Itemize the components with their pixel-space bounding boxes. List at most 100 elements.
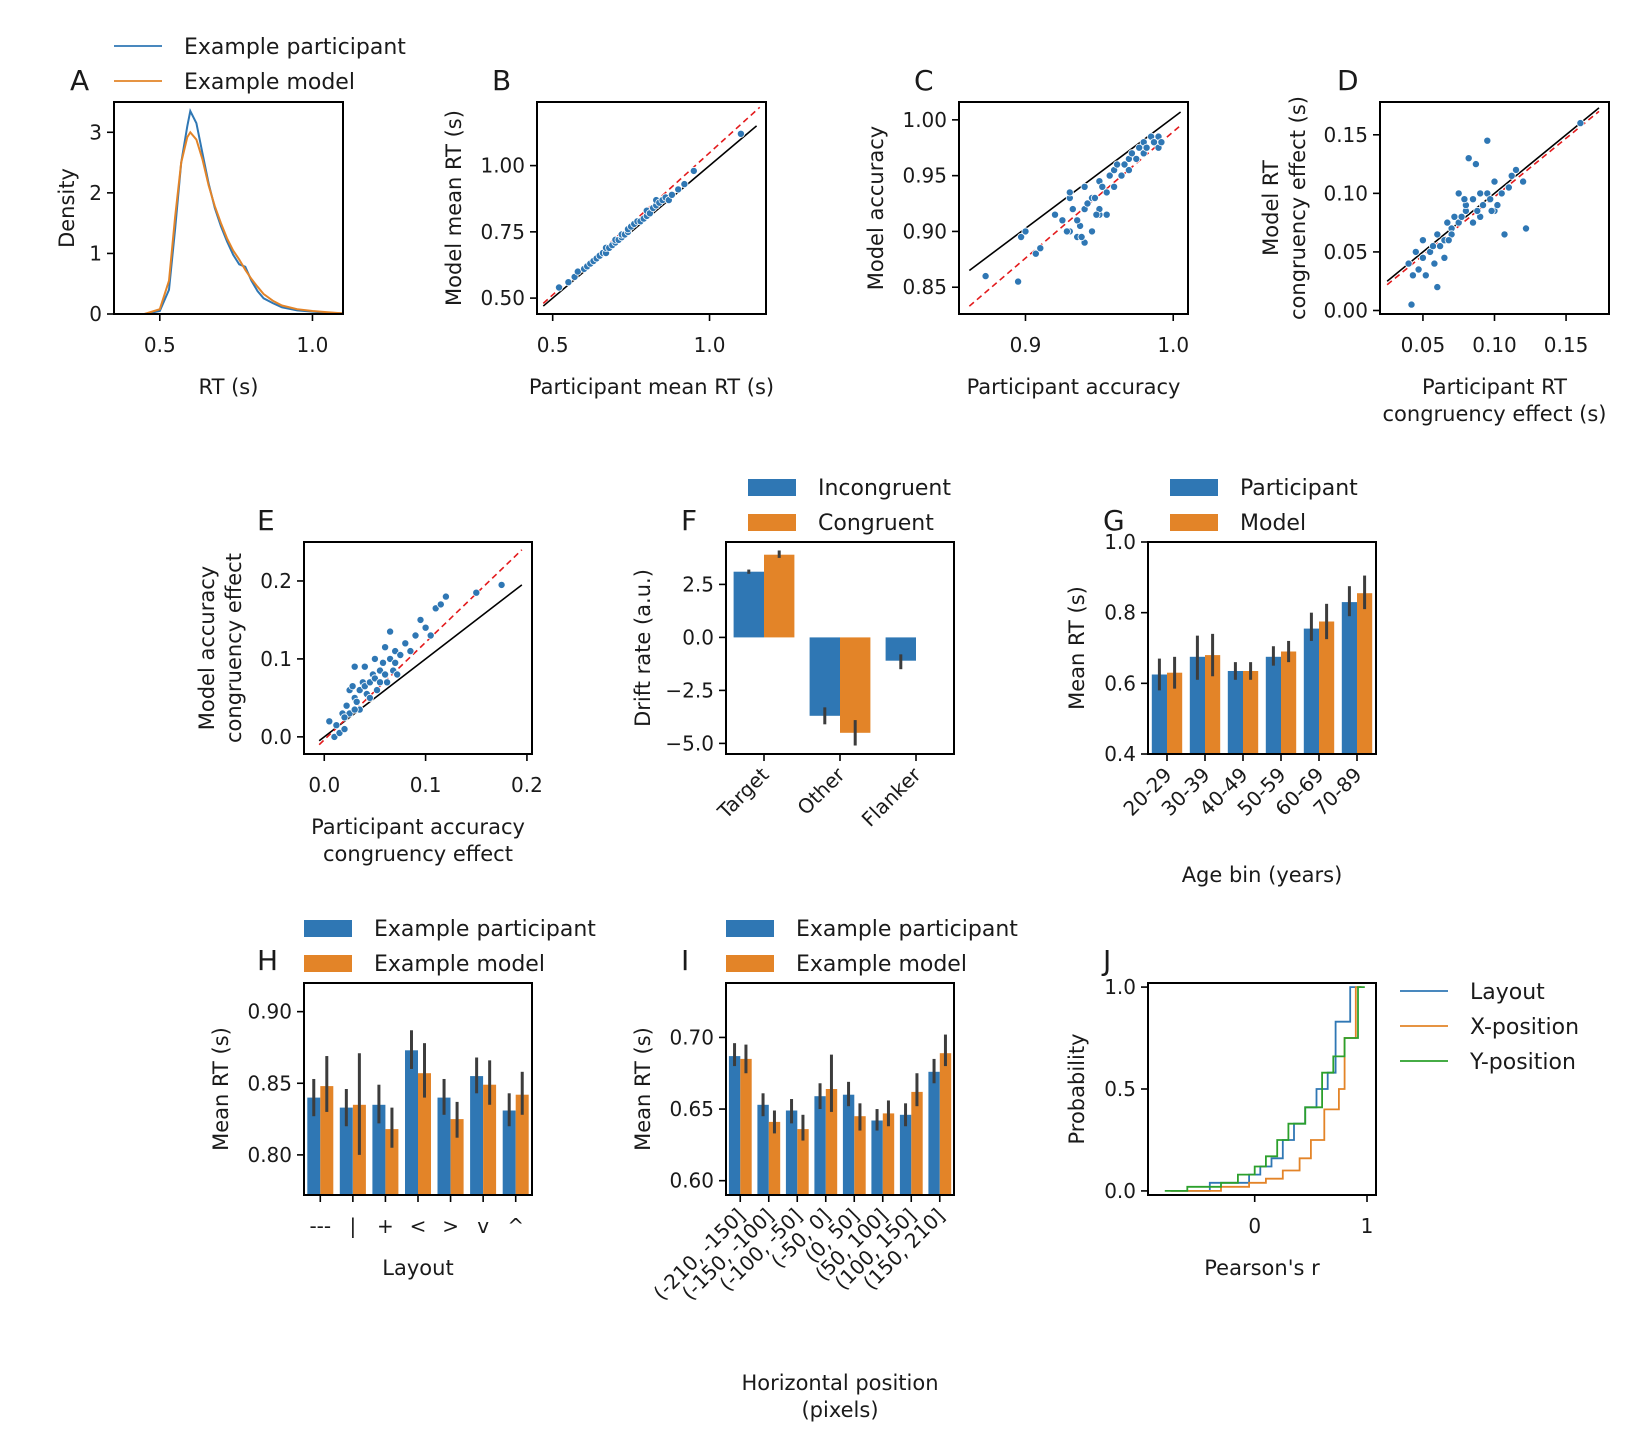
bar-congruent bbox=[764, 554, 795, 638]
y-tick-label: 0.0 bbox=[682, 625, 714, 649]
scatter-point bbox=[1418, 236, 1427, 245]
x-axis-label: Age bin (years) bbox=[1182, 863, 1343, 887]
bar-example-model bbox=[320, 1086, 334, 1195]
legend-label: Example participant bbox=[374, 917, 596, 942]
scatter-point bbox=[1017, 232, 1026, 241]
scatter-point bbox=[736, 129, 745, 138]
scatter-point bbox=[1507, 171, 1516, 180]
scatter-point bbox=[1083, 199, 1092, 208]
scatter-point bbox=[342, 701, 351, 710]
bar-example-model bbox=[939, 1053, 952, 1195]
scatter-point bbox=[1479, 201, 1488, 210]
plot-area-d bbox=[1386, 107, 1600, 309]
scatter-point bbox=[1519, 177, 1528, 186]
x-tick-label: 1.0 bbox=[1157, 333, 1189, 357]
panel-d: D 0.00 0.05 0.10 0.15 0.05 0.10 0.15 Participant… bbox=[1259, 64, 1610, 426]
scatter-point bbox=[1418, 253, 1427, 262]
legend-label: Participant bbox=[1240, 476, 1358, 501]
x-tick-label: 0.5 bbox=[537, 333, 569, 357]
scatter-point bbox=[1058, 216, 1067, 225]
scatter-point bbox=[1080, 182, 1089, 191]
scatter-point bbox=[689, 166, 698, 175]
y-tick-label: 0.65 bbox=[669, 1097, 714, 1121]
bar-example-participant bbox=[470, 1076, 484, 1195]
scatter-point bbox=[1411, 247, 1420, 256]
bar-example-participant bbox=[842, 1094, 855, 1195]
scatter-point bbox=[401, 639, 410, 648]
scatter-point bbox=[1404, 259, 1413, 268]
legend-label: Congruent bbox=[818, 511, 934, 536]
scatter-point bbox=[1407, 300, 1416, 309]
y-tick-label: 1.0 bbox=[1104, 530, 1136, 554]
y-axis-label: Mean RT (s) bbox=[631, 1027, 655, 1151]
scatter-point bbox=[1124, 166, 1133, 175]
bar-example-participant bbox=[928, 1071, 940, 1195]
y-tick-label: 0.90 bbox=[247, 1000, 292, 1024]
bar-example-model bbox=[515, 1094, 529, 1195]
axes-frame bbox=[958, 101, 1189, 315]
fit-line bbox=[318, 549, 523, 746]
legend-swatch bbox=[1170, 479, 1218, 496]
scatter-point bbox=[1021, 227, 1030, 236]
panel-c: C 0.85 0.90 0.95 1.00 0.9 1.0 Participant accur… bbox=[864, 64, 1189, 399]
series-line-example-model bbox=[114, 130, 344, 315]
scatter-point bbox=[1436, 242, 1445, 251]
scatter-point bbox=[564, 278, 573, 287]
bar-example-participant bbox=[437, 1097, 451, 1195]
panel-letter-d: D bbox=[1337, 64, 1359, 97]
legend-a: Example participant Example model bbox=[114, 35, 406, 95]
scatter-point bbox=[350, 705, 359, 714]
identity-line bbox=[968, 111, 1182, 272]
bar-example-participant bbox=[307, 1097, 321, 1195]
panel-j: J 0.0 0.5 1.0 0 1 Pearson's r Probability Layout… bbox=[1065, 944, 1579, 1280]
bar-example-participant bbox=[899, 1114, 912, 1195]
x-axis-label: Participant mean RT (s) bbox=[529, 375, 774, 399]
bar-example-model bbox=[768, 1121, 781, 1195]
scatter-point bbox=[348, 682, 357, 691]
panel-letter-f: F bbox=[681, 504, 697, 537]
x-tick-label: | bbox=[349, 1214, 356, 1238]
y-tick-label: 0.95 bbox=[902, 164, 947, 188]
y-tick-label: 0.6 bbox=[1104, 671, 1136, 695]
y-tick-label: 0.0 bbox=[260, 725, 292, 749]
bar-example-model bbox=[911, 1091, 923, 1195]
plot-area-g bbox=[1151, 575, 1373, 754]
y-tick-label: 1 bbox=[89, 241, 102, 265]
y-tick-label: −5.0 bbox=[665, 731, 714, 755]
scatter-point bbox=[1117, 171, 1126, 180]
fit-line bbox=[968, 124, 1182, 307]
scatter-point bbox=[1487, 206, 1496, 215]
bar-model bbox=[1167, 672, 1183, 754]
bar-incongruent bbox=[885, 637, 916, 661]
y-tick-label: 1.00 bbox=[902, 108, 947, 132]
axes-frame bbox=[113, 101, 344, 315]
bar-example-model bbox=[483, 1084, 497, 1195]
scatter-point bbox=[1430, 259, 1439, 268]
y-tick-label: 0.15 bbox=[1323, 123, 1368, 147]
x-tick-label: Other bbox=[792, 762, 850, 820]
scatter-point bbox=[1092, 210, 1101, 219]
y-axis-label: Model accuracy bbox=[864, 126, 888, 290]
y-tick-label: 2.5 bbox=[682, 572, 714, 596]
scatter-point bbox=[1098, 182, 1107, 191]
y-axis-label: Density bbox=[55, 168, 79, 248]
legend-swatch bbox=[726, 955, 774, 972]
y-tick-label: 1.00 bbox=[480, 154, 525, 178]
scatter-point bbox=[340, 713, 349, 722]
bar-example-participant bbox=[814, 1096, 826, 1195]
plot-area-c bbox=[968, 111, 1182, 307]
scatter-point bbox=[406, 647, 415, 656]
panel-letter-j: J bbox=[1101, 944, 1111, 977]
y-axis-label: Drift rate (a.u.) bbox=[631, 569, 655, 727]
legend-f: Incongruent Congruent bbox=[748, 476, 951, 536]
scatter-point bbox=[1110, 182, 1119, 191]
legend-swatch bbox=[1170, 514, 1218, 531]
y-tick-label: 0.70 bbox=[669, 1025, 714, 1049]
scatter-point bbox=[1504, 183, 1513, 192]
panel-e: E 0.0 0.1 0.2 0.0 0.1 0.2 Participant accuracy c… bbox=[195, 504, 543, 866]
x-tick-label: > bbox=[442, 1214, 459, 1238]
scatter-point bbox=[1157, 138, 1166, 147]
x-axis-label: RT (s) bbox=[199, 375, 259, 399]
y-tick-label: 0.2 bbox=[260, 569, 292, 593]
y-tick-label: 0.0 bbox=[1104, 1179, 1136, 1203]
